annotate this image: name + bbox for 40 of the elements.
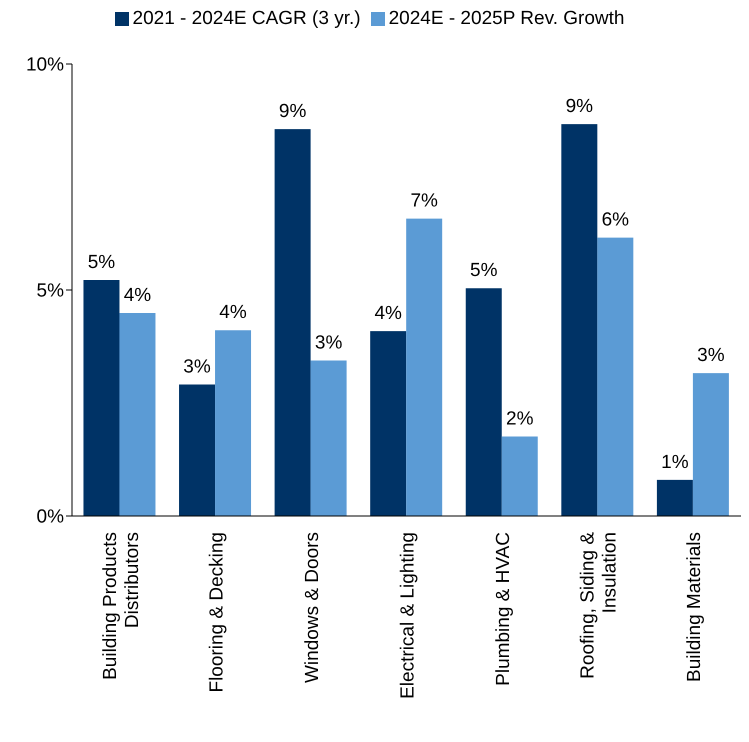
data-label: 5% xyxy=(88,252,116,274)
bar xyxy=(692,373,729,516)
data-label: 2% xyxy=(506,408,534,430)
x-tick-label: Building Products Distributors xyxy=(100,532,143,680)
legend-label: 2024E - 2025P Rev. Growth xyxy=(388,8,624,29)
bar xyxy=(406,218,442,516)
bar xyxy=(561,124,598,516)
data-label: 9% xyxy=(566,96,594,118)
data-label: 3% xyxy=(314,332,342,354)
legend-label: 2021 - 2024E CAGR (3 yr.) xyxy=(132,8,361,29)
x-tick-label: Building Materials xyxy=(684,532,706,682)
data-label: 3% xyxy=(697,345,725,366)
y-tick-label: 5% xyxy=(36,280,64,302)
bar xyxy=(83,280,120,516)
data-label: 3% xyxy=(183,356,211,378)
bar xyxy=(215,330,252,516)
x-tick-label: Electrical & Lighting xyxy=(398,532,418,699)
data-label: 7% xyxy=(410,190,438,212)
data-label: 6% xyxy=(602,210,630,231)
bar xyxy=(502,436,538,516)
bar xyxy=(119,313,156,516)
bar xyxy=(370,331,406,516)
bar xyxy=(274,129,311,516)
x-tick-label: Flooring & Decking xyxy=(206,532,228,693)
x-tick-label: Roofing, Siding & Insulation xyxy=(578,532,621,679)
x-tick-label: Plumbing & HVAC xyxy=(493,532,514,686)
bar xyxy=(179,384,216,516)
bar xyxy=(597,238,634,516)
x-tick-label: Windows & Doors xyxy=(302,532,323,683)
data-label: 5% xyxy=(470,260,498,282)
bar xyxy=(466,288,502,516)
data-label: 4% xyxy=(219,302,247,324)
bar xyxy=(656,480,693,516)
data-label: 9% xyxy=(278,101,306,122)
data-label: 4% xyxy=(374,303,402,324)
data-label: 4% xyxy=(124,285,152,306)
y-tick-label: 10% xyxy=(26,54,64,76)
data-label: 1% xyxy=(661,452,689,473)
y-tick-label: 0% xyxy=(36,506,64,528)
bar xyxy=(310,360,347,516)
